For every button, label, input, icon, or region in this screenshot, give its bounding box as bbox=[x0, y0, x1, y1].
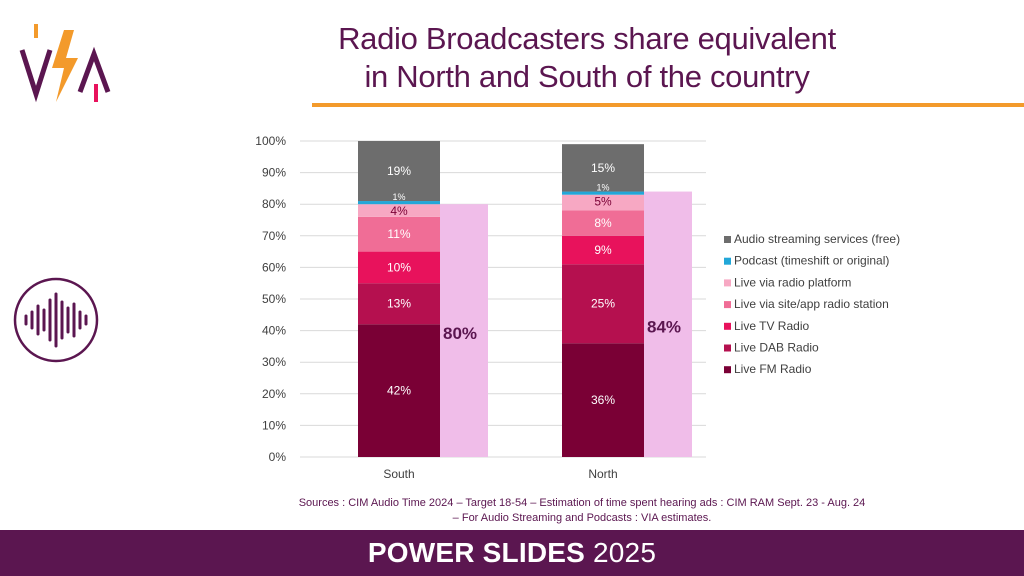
y-tick-label: 90% bbox=[262, 166, 286, 180]
stacked-bar-chart: 0% 10% 20% 30% 40% 50% 60% 70% 80% 90% 100% 42% 13% 1… bbox=[255, 134, 900, 481]
legend-swatch bbox=[724, 301, 731, 309]
y-tick-label: 70% bbox=[262, 229, 286, 243]
y-tick-label: 30% bbox=[262, 355, 286, 369]
data-label: 19% bbox=[387, 164, 411, 178]
title-line-2: in North and South of the country bbox=[364, 59, 810, 94]
total-label: 80% bbox=[443, 324, 477, 343]
legend-swatch bbox=[724, 279, 731, 287]
footer-bar: POWER SLIDES 2025 bbox=[0, 530, 1024, 576]
data-label: 42% bbox=[387, 384, 411, 398]
y-tick-label: 50% bbox=[262, 292, 286, 306]
bar-segment bbox=[358, 201, 440, 205]
bar-segment bbox=[358, 324, 440, 457]
legend-label: Live DAB Radio bbox=[734, 341, 819, 355]
data-label: 36% bbox=[591, 393, 615, 407]
total-label: 84% bbox=[647, 318, 681, 337]
data-label: 15% bbox=[591, 161, 615, 175]
data-label: 1% bbox=[596, 183, 609, 193]
x-tick-label: North bbox=[588, 467, 617, 481]
sources-line-1: Sources : CIM Audio Time 2024 – Target 1… bbox=[298, 497, 866, 509]
legend-label: Live via site/app radio station bbox=[734, 297, 889, 311]
x-tick-label: South bbox=[383, 467, 414, 481]
bar-segment bbox=[562, 191, 644, 195]
legend-label: Live FM Radio bbox=[734, 362, 812, 376]
bar-segment bbox=[358, 216, 440, 252]
y-tick-label: 20% bbox=[262, 387, 286, 401]
data-label: 5% bbox=[594, 195, 612, 209]
bar-segment bbox=[358, 204, 440, 217]
data-label: 1% bbox=[392, 192, 405, 202]
y-tick-label: 100% bbox=[255, 134, 286, 148]
y-tick-label: 0% bbox=[269, 450, 287, 464]
bar-segment bbox=[358, 251, 440, 284]
y-tick-label: 80% bbox=[262, 197, 286, 211]
legend-swatch bbox=[724, 257, 731, 265]
title-line-1: Radio Broadcasters share equivalent bbox=[338, 21, 836, 56]
bar-segment bbox=[358, 141, 440, 202]
footer-year: 2025 bbox=[593, 537, 657, 568]
sources-note: Sources : CIM Audio Time 2024 – Target 1… bbox=[250, 496, 914, 526]
data-label: 25% bbox=[591, 297, 615, 311]
legend-swatch bbox=[724, 322, 731, 330]
bar-segment bbox=[562, 194, 644, 211]
bar-segment bbox=[562, 264, 644, 344]
data-label: 11% bbox=[387, 227, 410, 241]
page-title: Radio Broadcasters share equivalent in N… bbox=[292, 20, 882, 96]
legend-label: Audio streaming services (free) bbox=[734, 232, 900, 246]
data-label: 8% bbox=[594, 216, 612, 230]
data-label: 13% bbox=[387, 297, 411, 311]
bar-segment bbox=[562, 144, 644, 192]
sources-line-2: – For Audio Streaming and Podcasts : VIA… bbox=[452, 512, 712, 524]
bar-segment bbox=[358, 283, 440, 325]
title-underline bbox=[312, 103, 1024, 107]
sound-wave-icon bbox=[13, 277, 99, 363]
footer-text: POWER SLIDES 2025 bbox=[0, 530, 1024, 576]
data-label: 9% bbox=[594, 243, 612, 257]
bar-segment bbox=[562, 210, 644, 236]
bar-segment bbox=[562, 235, 644, 265]
legend-swatch bbox=[724, 366, 731, 374]
legend-label: Podcast (timeshift or original) bbox=[734, 254, 889, 268]
data-label: 4% bbox=[390, 204, 408, 218]
via-logo bbox=[19, 24, 111, 103]
legend-label: Live TV Radio bbox=[734, 319, 809, 333]
legend-swatch bbox=[724, 344, 731, 352]
footer-brand: POWER SLIDES bbox=[367, 537, 585, 568]
legend-swatch bbox=[724, 236, 731, 243]
total-bar bbox=[440, 204, 488, 457]
legend-label: Live via radio platform bbox=[734, 275, 851, 289]
bar-segment bbox=[562, 343, 644, 457]
y-tick-label: 10% bbox=[262, 418, 286, 432]
y-tick-label: 60% bbox=[262, 260, 286, 274]
data-label: 10% bbox=[387, 260, 411, 274]
total-bar bbox=[644, 191, 692, 457]
y-tick-label: 40% bbox=[262, 324, 286, 338]
